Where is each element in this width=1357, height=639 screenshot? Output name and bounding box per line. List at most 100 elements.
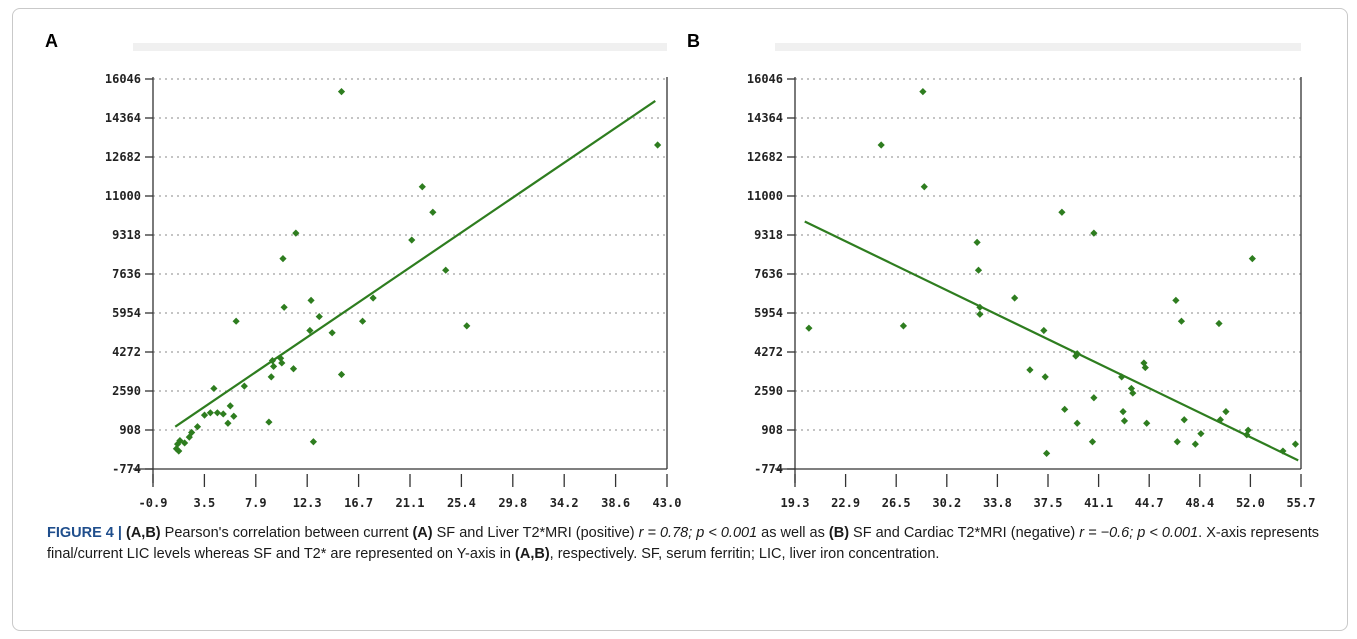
data-point-b bbox=[1090, 229, 1098, 237]
data-point-b bbox=[1279, 447, 1287, 455]
data-point-b bbox=[919, 88, 927, 96]
data-point-a bbox=[219, 410, 227, 418]
data-point-b bbox=[1026, 366, 1034, 374]
data-point-a bbox=[418, 183, 426, 191]
data-point-b bbox=[1243, 431, 1251, 439]
caption-text-3: as well as bbox=[757, 525, 829, 541]
data-point-b bbox=[1058, 208, 1066, 216]
y-tick-label: 908 bbox=[119, 423, 141, 437]
x-tick-label: 29.8 bbox=[498, 496, 527, 510]
data-point-b bbox=[1072, 352, 1080, 360]
data-point-b bbox=[1061, 405, 1069, 413]
regression-line-a bbox=[174, 100, 656, 428]
data-point-b bbox=[877, 141, 885, 149]
data-point-a bbox=[181, 439, 189, 447]
data-point-a bbox=[463, 322, 471, 330]
data-point-b bbox=[1041, 373, 1049, 381]
data-point-a bbox=[193, 423, 202, 431]
data-point-b bbox=[1248, 255, 1256, 263]
data-point-b bbox=[1197, 430, 1205, 438]
x-tick-label: 12.3 bbox=[293, 496, 322, 510]
caption-ab: (A,B) bbox=[515, 546, 550, 562]
caption-stat-a: r = 0.78; p < 0.001 bbox=[638, 525, 758, 541]
data-point-a bbox=[292, 229, 300, 237]
data-point-a bbox=[369, 294, 377, 302]
data-point-a bbox=[442, 266, 450, 274]
y-tick-label: 4272 bbox=[754, 345, 783, 359]
data-point-b bbox=[1191, 440, 1199, 448]
y-tick-label: 16046 bbox=[747, 72, 783, 86]
data-point-a bbox=[265, 418, 273, 426]
x-tick-label: 48.4 bbox=[1185, 496, 1214, 510]
data-point-b bbox=[1040, 326, 1048, 335]
data-point-a bbox=[337, 370, 346, 379]
data-point-a bbox=[408, 236, 416, 244]
data-point-b bbox=[976, 303, 984, 311]
regression-line-b bbox=[804, 220, 1299, 462]
data-point-b bbox=[805, 324, 813, 332]
data-point-a bbox=[185, 433, 193, 441]
data-point-b bbox=[1118, 373, 1126, 381]
y-tick-label: 11000 bbox=[747, 189, 783, 203]
data-point-a bbox=[213, 409, 221, 417]
y-tick-label: 11000 bbox=[105, 189, 141, 203]
data-point-a bbox=[188, 428, 196, 437]
data-point-b bbox=[973, 238, 981, 246]
data-point-a bbox=[172, 445, 181, 453]
x-tick-label: 16.7 bbox=[344, 496, 373, 510]
data-point-a bbox=[232, 317, 240, 325]
caption-panels: (A,B) bbox=[126, 525, 161, 541]
y-tick-label: 5954 bbox=[754, 306, 783, 320]
data-point-a bbox=[226, 402, 234, 410]
y-tick-label: 2590 bbox=[754, 384, 783, 398]
caption-b: (B) bbox=[828, 525, 850, 541]
data-point-b bbox=[1177, 317, 1186, 325]
data-point-a bbox=[280, 303, 288, 311]
x-tick-label: 38.6 bbox=[601, 496, 630, 510]
x-tick-label: 25.4 bbox=[447, 496, 476, 510]
x-tick-label: 55.7 bbox=[1287, 496, 1316, 510]
data-point-a bbox=[173, 440, 182, 448]
caption-figure-label: FIGURE 4 | bbox=[47, 525, 122, 541]
y-tick-label: 2590 bbox=[112, 384, 141, 398]
data-point-b bbox=[1073, 419, 1081, 427]
x-tick-label: 33.8 bbox=[983, 496, 1012, 510]
caption-text-4: SF and Cardiac T2*MRI (negative) bbox=[849, 525, 1080, 541]
data-point-b bbox=[1222, 408, 1230, 416]
panel-b: B -774 908 2590 4272 5954 7636 9318 11000 12682 1… bbox=[677, 31, 1349, 510]
data-point-a bbox=[307, 296, 315, 304]
y-tick-label: 12682 bbox=[747, 150, 783, 164]
y-tick-label: 4272 bbox=[112, 345, 141, 359]
x-tick-label: 26.5 bbox=[882, 496, 911, 510]
x-tick-label: 19.3 bbox=[781, 496, 810, 510]
data-point-b bbox=[1143, 419, 1151, 427]
x-tick-label: 43.0 bbox=[653, 496, 682, 510]
x-tick-label: 52.0 bbox=[1236, 496, 1265, 510]
data-point-a bbox=[358, 317, 367, 325]
x-tick-label: 44.7 bbox=[1135, 496, 1164, 510]
y-tick-label: 5954 bbox=[112, 306, 141, 320]
caption-text-5: . X-axis represents final/current LIC le… bbox=[47, 525, 1320, 562]
x-tick-label: 7.9 bbox=[245, 496, 267, 510]
y-tick-label: 7636 bbox=[754, 267, 783, 281]
data-point-a bbox=[289, 365, 298, 373]
data-point-a bbox=[306, 326, 314, 335]
data-point-a bbox=[240, 382, 248, 390]
data-point-a bbox=[328, 329, 336, 337]
data-point-a bbox=[210, 384, 218, 393]
data-point-b bbox=[920, 183, 928, 191]
y-tick-label: -774 bbox=[754, 462, 783, 476]
data-point-b bbox=[1180, 416, 1188, 424]
y-tick-label: 9318 bbox=[754, 228, 783, 242]
data-point-a bbox=[654, 141, 662, 149]
x-tick-label: 37.5 bbox=[1034, 496, 1063, 510]
caption-text-2: SF and Liver T2*MRI (positive) bbox=[432, 525, 639, 541]
y-tick-label: -774 bbox=[112, 462, 141, 476]
data-point-b bbox=[1141, 363, 1149, 372]
data-point-a bbox=[230, 412, 238, 420]
x-tick-label: -0.9 bbox=[139, 496, 168, 510]
data-point-b bbox=[1119, 408, 1127, 416]
data-point-b bbox=[1215, 319, 1223, 328]
data-point-a bbox=[279, 255, 287, 263]
data-point-b bbox=[976, 310, 984, 318]
